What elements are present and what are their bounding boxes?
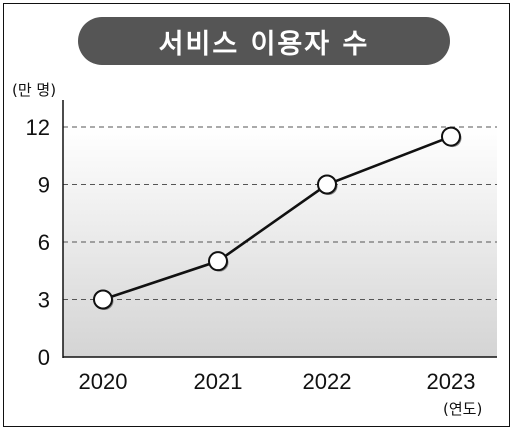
grid-lines [63, 126, 497, 300]
x-tick-label: 2023 [427, 369, 476, 394]
y-tick-label: 12 [26, 115, 50, 140]
chart-title: 서비스 이용자 수 [158, 28, 370, 60]
y-tick-labels: 0 3 6 9 12 [26, 115, 50, 370]
data-point [441, 126, 461, 147]
x-tick-label: 2020 [79, 369, 128, 394]
y-tick-label: 0 [38, 345, 50, 370]
x-tick-label: 2021 [194, 369, 243, 394]
x-axis-unit-label: (연도) [443, 400, 482, 418]
y-axis-unit-label: (만 명) [12, 81, 56, 99]
x-tick-labels: 2020 2021 2022 2023 [79, 369, 476, 394]
data-point [317, 174, 337, 195]
y-tick-label: 3 [38, 288, 50, 313]
data-points [93, 126, 462, 310]
y-tick-label: 9 [38, 173, 50, 198]
data-point [93, 289, 113, 310]
chart-title-pill: 서비스 이용자 수 [78, 17, 450, 65]
series-line [102, 135, 452, 301]
x-tick-label: 2022 [303, 369, 352, 394]
y-tick-label: 6 [38, 230, 50, 255]
data-point [208, 251, 228, 272]
